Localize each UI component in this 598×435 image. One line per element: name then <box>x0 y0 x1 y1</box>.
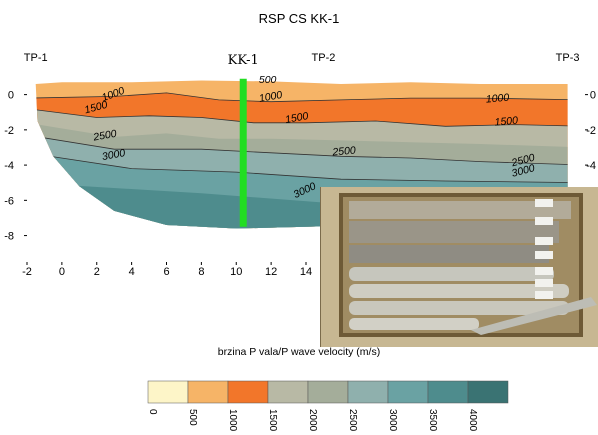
x-tick-label: 10 <box>230 266 242 278</box>
contour-label: 1500 <box>284 110 309 126</box>
x-tick-label: 8 <box>198 266 204 278</box>
colorbar-swatch <box>307 380 349 404</box>
y-tick-label-left: -4 <box>4 160 14 172</box>
colorbar-swatch <box>227 380 269 404</box>
contour-1500 <box>35 108 568 127</box>
colorbar-label: 3000 <box>387 409 398 432</box>
core-box-photo-drawing <box>321 187 598 347</box>
colorbar-label: 500 <box>187 409 198 426</box>
contour-label: 1500 <box>494 115 518 129</box>
y-tick-label-left: -2 <box>4 125 14 137</box>
profile-point-label: TP-1 <box>24 52 48 64</box>
contour-label: 3000 <box>510 162 536 180</box>
colorbar-swatch <box>347 380 389 404</box>
colorbar-swatch <box>187 380 229 404</box>
colorbar: 0 500 1000 1500 2000 2500 3000 3500 4000 <box>147 380 509 432</box>
y-tick-label-left: 0 <box>8 90 14 102</box>
contour-label: 1500 <box>83 99 109 117</box>
x-tick-label: 12 <box>265 266 277 278</box>
contour-3000 <box>35 152 568 184</box>
colorbar-swatch <box>467 380 509 404</box>
contour-label: 1000 <box>485 92 509 106</box>
y-tick-label-left: -6 <box>4 195 14 207</box>
contour-2500 <box>35 134 568 166</box>
x-tick-label: -2 <box>22 266 32 278</box>
contour-label: 500 <box>259 74 277 86</box>
borehole: KK-1 <box>228 53 259 227</box>
contour-label: 1000 <box>258 89 283 105</box>
contour-1000 <box>35 92 568 103</box>
colorbar-label: 2500 <box>347 409 358 432</box>
colorbar-label: 3500 <box>427 409 438 432</box>
colorbar-label: 1500 <box>267 409 278 432</box>
profile-point-label: TP-3 <box>556 52 580 64</box>
x-tick-label: 4 <box>129 266 135 278</box>
y-tick-label-right: -4 <box>586 160 596 172</box>
x-axis-label: brzina P vala/P wave velocity (m/s) <box>217 346 381 358</box>
colorbar-label: 1000 <box>227 409 238 432</box>
x-tick-label: 2 <box>94 266 100 278</box>
y-tick-label-right: -2 <box>586 125 596 137</box>
colorbar-swatch <box>267 380 309 404</box>
chart-title: RSP CS KK-1 <box>258 11 340 26</box>
colorbar-swatch <box>387 380 429 404</box>
layer-3500 <box>35 182 568 229</box>
y-tick-label-right: 0 <box>590 90 596 102</box>
colorbar-swatch <box>427 380 469 404</box>
colorbar-label: 4000 <box>467 409 478 432</box>
x-tick-label: 0 <box>59 266 65 278</box>
contour-label: 2500 <box>91 128 117 144</box>
x-tick-label: 14 <box>300 266 312 278</box>
core-box-photo <box>320 187 598 347</box>
colorbar-label: 0 <box>147 409 158 415</box>
colorbar-swatch <box>147 380 189 404</box>
profile-points: TP-1 TP-2 TP-3 <box>24 52 580 64</box>
colorbar-label: 2000 <box>307 409 318 432</box>
contour-label: 3000 <box>101 147 126 163</box>
profile-point-label: TP-2 <box>312 52 336 64</box>
x-tick-label: 6 <box>163 266 169 278</box>
y-tick-label-left: -8 <box>4 231 14 243</box>
borehole-label: KK-1 <box>228 53 259 68</box>
contour-label: 2500 <box>331 145 356 159</box>
